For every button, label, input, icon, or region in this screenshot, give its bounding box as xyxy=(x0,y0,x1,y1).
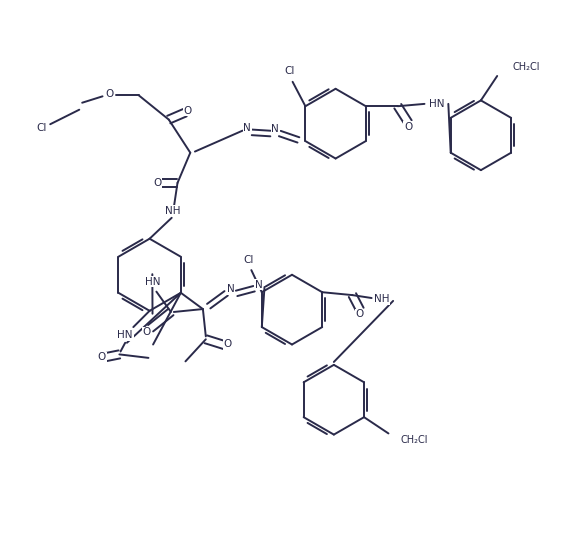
Text: Cl: Cl xyxy=(284,66,294,77)
Text: NH: NH xyxy=(165,206,180,216)
Text: N: N xyxy=(255,280,263,289)
Text: CH₂Cl: CH₂Cl xyxy=(513,62,540,72)
Text: Cl: Cl xyxy=(36,123,47,133)
Text: Cl: Cl xyxy=(244,255,254,265)
Text: O: O xyxy=(183,106,192,116)
Text: N: N xyxy=(272,125,279,134)
Text: N: N xyxy=(244,123,251,133)
Text: O: O xyxy=(105,89,114,99)
Text: O: O xyxy=(356,309,364,319)
Text: N: N xyxy=(227,284,235,294)
Text: O: O xyxy=(404,121,412,132)
Text: HN: HN xyxy=(429,99,444,109)
Text: O: O xyxy=(224,339,232,349)
Text: O: O xyxy=(142,327,151,337)
Text: CH₂Cl: CH₂Cl xyxy=(400,435,427,446)
Text: O: O xyxy=(98,353,106,362)
Text: O: O xyxy=(153,178,161,188)
Text: HN: HN xyxy=(145,277,160,287)
Text: HN: HN xyxy=(117,330,133,340)
Text: NH: NH xyxy=(374,294,389,304)
